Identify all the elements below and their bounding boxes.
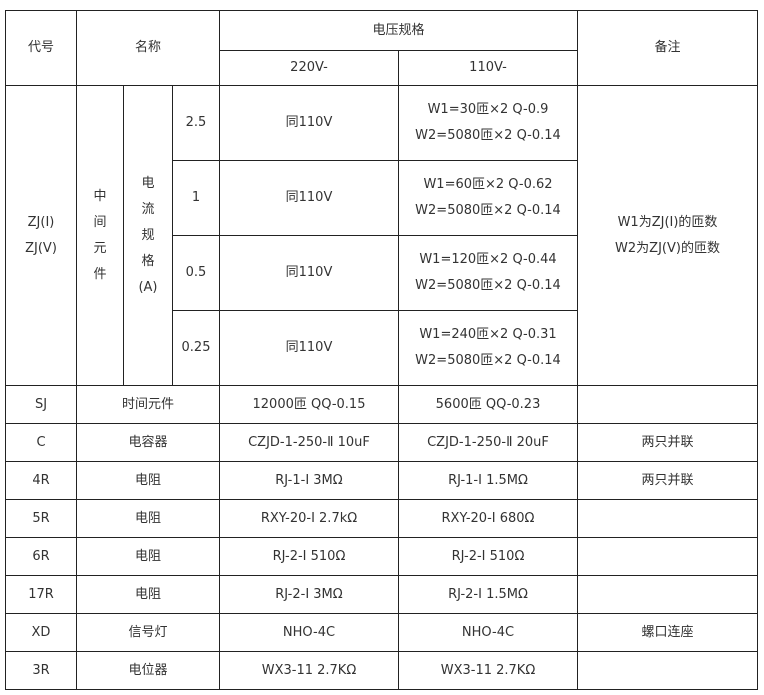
cell-remark (577, 651, 758, 690)
zj-current: 1 (172, 160, 220, 236)
cell-v110: RJ-1-Ⅰ 1.5MΩ (398, 461, 578, 500)
cell-v110: RXY-20-Ⅰ 680Ω (398, 499, 578, 538)
table-row: 0.5 同110V W1=120匝×2 Q-0.44 W2=5080匝×2 Q-… (6, 235, 758, 311)
cell-remark: 两只并联 (577, 461, 758, 500)
cell-name: 电阻 (76, 575, 220, 614)
cell-v110: CZJD-1-250-Ⅱ 20uF (398, 423, 578, 462)
table-row: 5R 电阻 RXY-20-Ⅰ 2.7kΩ RXY-20-Ⅰ 680Ω (5, 499, 758, 538)
header-110v: 110V- (398, 50, 578, 86)
zj-current: 0.25 (172, 310, 220, 386)
zj-220v: 同110V (219, 85, 399, 161)
zj-220v: 同110V (219, 310, 399, 386)
header-name: 名称 (76, 10, 220, 86)
zj-remark: W1为ZJ(I)的匝数 W2为ZJ(V)的匝数 (577, 85, 758, 386)
table-row: 4R 电阻 RJ-1-Ⅰ 3MΩ RJ-1-Ⅰ 1.5MΩ 两只并联 (5, 461, 758, 500)
zj-current: 0.5 (172, 235, 220, 311)
cell-code: SJ (5, 385, 77, 424)
cell-name: 信号灯 (76, 613, 220, 652)
cell-v220: WX3-11 2.7KΩ (219, 651, 399, 690)
header-remark: 备注 (577, 10, 758, 86)
zj-name-intermediate: 中 间 元 件 (76, 85, 124, 386)
cell-name: 电阻 (76, 537, 220, 576)
cell-v220: NHO-4C (219, 613, 399, 652)
cell-name: 电阻 (76, 461, 220, 500)
cell-v110: 5600匝 QQ-0.23 (398, 385, 578, 424)
table-row: 3R 电位器 WX3-11 2.7KΩ WX3-11 2.7KΩ (5, 651, 758, 690)
zj-name-current-spec: 电 流 规 格 (A) (123, 85, 173, 386)
cell-v220: RXY-20-Ⅰ 2.7kΩ (219, 499, 399, 538)
cell-v220: CZJD-1-250-Ⅱ 10uF (219, 423, 399, 462)
table-row: XD 信号灯 NHO-4C NHO-4C 螺口连座 (5, 613, 758, 652)
cell-code: 3R (5, 651, 77, 690)
zj-current: 2.5 (172, 85, 220, 161)
header-row: 代号 名称 电压规格 备注 (5, 10, 758, 86)
cell-remark (577, 385, 758, 424)
cell-remark: 螺口连座 (577, 613, 758, 652)
cell-v220: 12000匝 QQ-0.15 (219, 385, 399, 424)
cell-v220: RJ-2-Ⅰ 3MΩ (219, 575, 399, 614)
zj-110v: W1=60匝×2 Q-0.62 W2=5080匝×2 Q-0.14 (398, 160, 578, 236)
zj-110v: W1=120匝×2 Q-0.44 W2=5080匝×2 Q-0.14 (398, 235, 578, 311)
table-row: 17R 电阻 RJ-2-Ⅰ 3MΩ RJ-2-Ⅰ 1.5MΩ (5, 575, 758, 614)
table-row: C 电容器 CZJD-1-250-Ⅱ 10uF CZJD-1-250-Ⅱ 20uF 两只… (5, 423, 758, 462)
table-row: SJ 时间元件 12000匝 QQ-0.15 5600匝 QQ-0.23 (5, 385, 758, 424)
component-spec-table: 代号 名称 电压规格 备注 220V- 110V- ZJ(I) ZJ(V) 中 … (5, 10, 758, 690)
table-row: 6R 电阻 RJ-2-Ⅰ 510Ω RJ-2-Ⅰ 510Ω (5, 537, 758, 576)
zj-110v: W1=30匝×2 Q-0.9 W2=5080匝×2 Q-0.14 (398, 85, 578, 161)
cell-name: 电阻 (76, 499, 220, 538)
cell-code: C (5, 423, 77, 462)
cell-v110: RJ-2-Ⅰ 510Ω (398, 537, 578, 576)
cell-remark: 两只并联 (577, 423, 758, 462)
cell-name: 电位器 (76, 651, 220, 690)
subheader-row: 220V- 110V- (6, 50, 758, 86)
cell-v110: NHO-4C (398, 613, 578, 652)
cell-remark (577, 499, 758, 538)
cell-v110: RJ-2-Ⅰ 1.5MΩ (398, 575, 578, 614)
zj-220v: 同110V (219, 160, 399, 236)
cell-code: XD (5, 613, 77, 652)
cell-v220: RJ-1-Ⅰ 3MΩ (219, 461, 399, 500)
cell-code: 6R (5, 537, 77, 576)
cell-code: 4R (5, 461, 77, 500)
header-voltage-spec: 电压规格 (219, 10, 578, 51)
cell-name: 电容器 (76, 423, 220, 462)
cell-v220: RJ-2-Ⅰ 510Ω (219, 537, 399, 576)
cell-remark (577, 537, 758, 576)
cell-code: 5R (5, 499, 77, 538)
cell-v110: WX3-11 2.7KΩ (398, 651, 578, 690)
cell-name: 时间元件 (76, 385, 220, 424)
table-row: 1 同110V W1=60匝×2 Q-0.62 W2=5080匝×2 Q-0.1… (6, 160, 758, 236)
zj-code: ZJ(I) ZJ(V) (5, 85, 77, 386)
zj-220v: 同110V (219, 235, 399, 311)
table-row: ZJ(I) ZJ(V) 中 间 元 件 电 流 规 格 (A) 2.5 同110… (5, 85, 758, 386)
table-row: 0.25 同110V W1=240匝×2 Q-0.31 W2=5080匝×2 Q… (6, 310, 758, 386)
zj-110v: W1=240匝×2 Q-0.31 W2=5080匝×2 Q-0.14 (398, 310, 578, 386)
header-code: 代号 (5, 10, 77, 86)
cell-code: 17R (5, 575, 77, 614)
cell-remark (577, 575, 758, 614)
header-220v: 220V- (219, 50, 399, 86)
